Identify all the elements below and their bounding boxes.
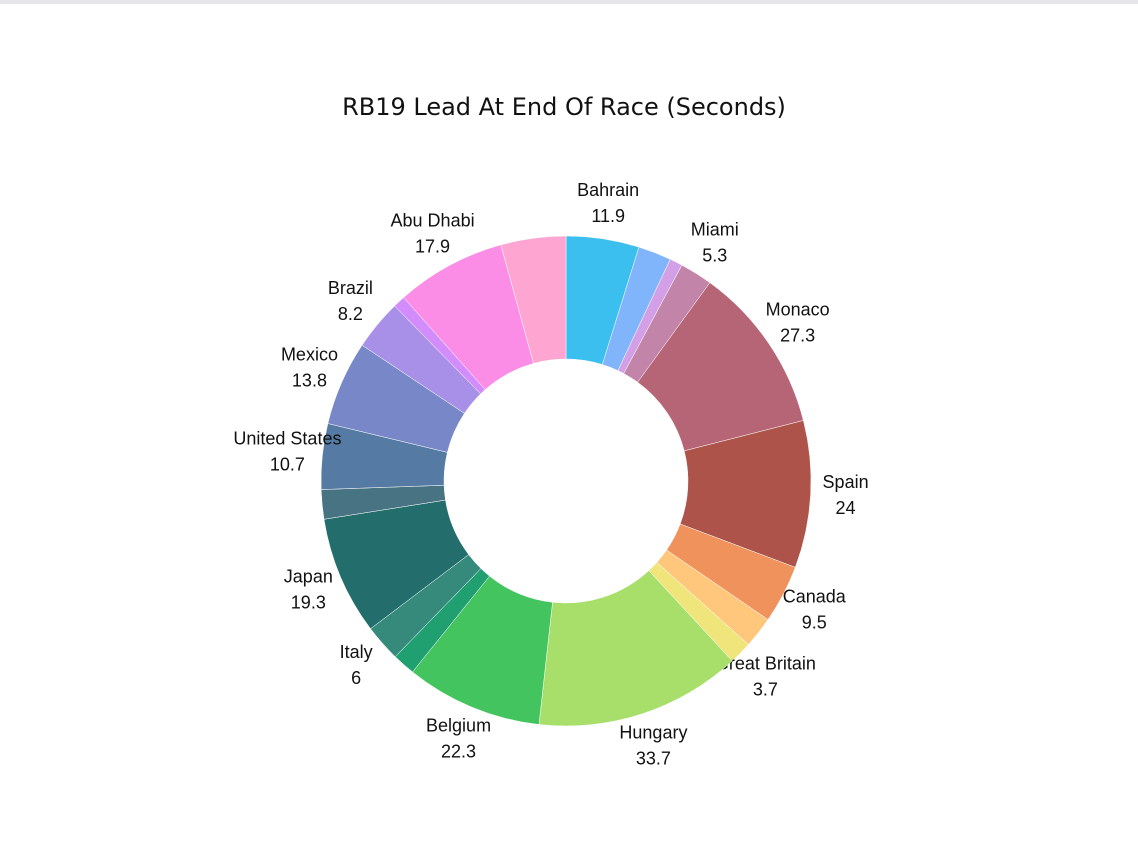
slice-label: United States <box>233 429 341 449</box>
slice-label: Hungary <box>619 723 687 743</box>
slice-label: Brazil <box>328 278 373 298</box>
slice-value: 9.5 <box>802 612 827 632</box>
slice-label: Spain <box>823 472 869 492</box>
slice-value: 22.3 <box>441 741 476 761</box>
chart-title: RB19 Lead At End Of Race (Seconds) <box>342 93 786 121</box>
slice-label: Belgium <box>426 715 491 735</box>
slice-value: 3.7 <box>753 679 778 699</box>
slice <box>500 235 567 364</box>
slice-label: Abu Dhabi <box>391 211 475 231</box>
slice-value: 27.3 <box>780 325 815 345</box>
top-bar <box>0 0 1138 4</box>
slice-value: 5.3 <box>702 246 727 266</box>
slice-label: Japan <box>284 566 333 586</box>
slice-value: 19.3 <box>291 592 326 612</box>
slice-label: Mexico <box>281 345 338 365</box>
slice-value: 10.7 <box>270 455 305 475</box>
slice-value: 33.7 <box>636 749 671 769</box>
slice-label: Great Britain <box>715 653 816 673</box>
slice-label: Canada <box>783 586 847 606</box>
slice-value: 6 <box>351 668 361 688</box>
slice-value: 13.8 <box>292 371 327 391</box>
slice-label: Italy <box>340 642 373 662</box>
slice-value: 11.9 <box>591 206 625 226</box>
slice-label: Miami <box>691 220 739 240</box>
slice-value: 8.2 <box>338 304 363 324</box>
slice-value: 24 <box>836 498 856 518</box>
slice-label: Monaco <box>766 299 830 319</box>
slice-label: Bahrain <box>577 180 639 200</box>
slice-value: 17.9 <box>415 237 450 257</box>
slice <box>538 570 733 727</box>
